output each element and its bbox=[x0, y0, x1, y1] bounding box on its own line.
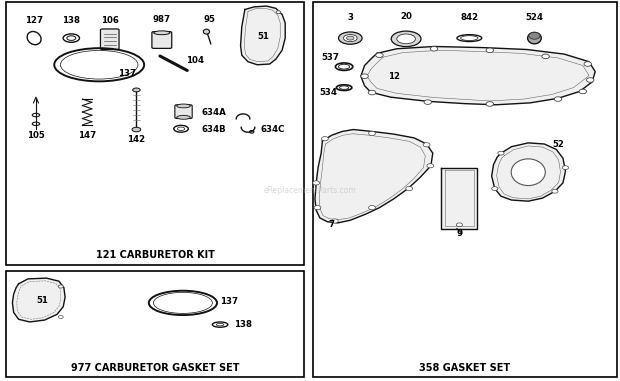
Text: 138: 138 bbox=[234, 320, 252, 329]
Polygon shape bbox=[241, 6, 285, 65]
Ellipse shape bbox=[339, 32, 362, 44]
Ellipse shape bbox=[177, 115, 190, 119]
Text: 20: 20 bbox=[400, 11, 412, 21]
Text: 634C: 634C bbox=[260, 125, 285, 134]
Ellipse shape bbox=[343, 35, 357, 42]
Ellipse shape bbox=[347, 36, 354, 40]
Ellipse shape bbox=[376, 53, 383, 58]
Text: 147: 147 bbox=[78, 131, 96, 140]
Ellipse shape bbox=[492, 187, 498, 190]
Ellipse shape bbox=[391, 31, 421, 46]
Polygon shape bbox=[361, 46, 595, 105]
Text: 524: 524 bbox=[525, 13, 544, 22]
Text: 137: 137 bbox=[220, 297, 239, 306]
Ellipse shape bbox=[456, 223, 463, 227]
FancyBboxPatch shape bbox=[100, 29, 119, 50]
Ellipse shape bbox=[486, 102, 494, 106]
FancyBboxPatch shape bbox=[152, 32, 172, 48]
Text: 634B: 634B bbox=[202, 125, 226, 134]
Ellipse shape bbox=[427, 164, 434, 168]
Ellipse shape bbox=[203, 29, 210, 34]
Ellipse shape bbox=[312, 181, 320, 185]
Text: 106: 106 bbox=[102, 16, 119, 25]
Text: 51: 51 bbox=[36, 296, 48, 306]
Text: 3: 3 bbox=[347, 13, 353, 22]
Polygon shape bbox=[12, 278, 65, 322]
Text: 138: 138 bbox=[62, 16, 81, 25]
Text: 104: 104 bbox=[186, 56, 205, 66]
Ellipse shape bbox=[587, 78, 594, 82]
Ellipse shape bbox=[579, 89, 587, 94]
Ellipse shape bbox=[542, 54, 549, 59]
Ellipse shape bbox=[552, 189, 558, 193]
Text: 51: 51 bbox=[257, 32, 269, 41]
Ellipse shape bbox=[368, 90, 376, 95]
Text: 977 CARBURETOR GASKET SET: 977 CARBURETOR GASKET SET bbox=[71, 363, 239, 373]
Ellipse shape bbox=[177, 104, 190, 108]
Ellipse shape bbox=[314, 206, 321, 210]
Ellipse shape bbox=[554, 97, 562, 101]
Text: 105: 105 bbox=[27, 131, 45, 140]
Text: 358 GASKET SET: 358 GASKET SET bbox=[420, 363, 510, 373]
Polygon shape bbox=[441, 168, 477, 229]
Ellipse shape bbox=[406, 187, 413, 190]
Text: 842: 842 bbox=[460, 13, 479, 22]
Text: 121 CARBURETOR KIT: 121 CARBURETOR KIT bbox=[95, 250, 215, 260]
Text: 534: 534 bbox=[319, 88, 338, 97]
Ellipse shape bbox=[361, 74, 368, 78]
Ellipse shape bbox=[58, 315, 63, 319]
Ellipse shape bbox=[528, 32, 541, 44]
Text: 987: 987 bbox=[153, 14, 171, 24]
Text: 137: 137 bbox=[118, 69, 136, 78]
Text: 52: 52 bbox=[552, 139, 564, 149]
Ellipse shape bbox=[331, 219, 339, 223]
Text: 12: 12 bbox=[388, 72, 400, 81]
Polygon shape bbox=[315, 130, 433, 223]
Ellipse shape bbox=[132, 127, 141, 132]
Text: 142: 142 bbox=[127, 135, 146, 144]
Ellipse shape bbox=[584, 62, 591, 66]
Ellipse shape bbox=[529, 32, 540, 39]
Ellipse shape bbox=[430, 46, 438, 51]
Ellipse shape bbox=[511, 159, 546, 186]
Bar bbox=[6, 2, 304, 265]
FancyBboxPatch shape bbox=[175, 105, 192, 118]
Bar bbox=[313, 2, 617, 377]
Text: 95: 95 bbox=[203, 15, 216, 24]
Ellipse shape bbox=[486, 48, 494, 53]
Ellipse shape bbox=[154, 31, 170, 35]
Text: 7: 7 bbox=[329, 220, 335, 229]
Ellipse shape bbox=[368, 131, 376, 135]
Text: 634A: 634A bbox=[202, 108, 226, 117]
Polygon shape bbox=[492, 143, 565, 201]
Text: 537: 537 bbox=[321, 53, 340, 62]
Ellipse shape bbox=[397, 34, 415, 44]
Ellipse shape bbox=[133, 88, 140, 92]
Text: 9: 9 bbox=[456, 229, 463, 238]
Ellipse shape bbox=[562, 166, 569, 170]
Ellipse shape bbox=[498, 151, 504, 155]
Ellipse shape bbox=[276, 11, 280, 14]
Ellipse shape bbox=[424, 100, 432, 104]
Ellipse shape bbox=[368, 206, 376, 210]
Bar bbox=[6, 271, 304, 377]
Text: eReplacementParts.com: eReplacementParts.com bbox=[264, 186, 356, 195]
Ellipse shape bbox=[423, 143, 430, 147]
Text: 127: 127 bbox=[25, 16, 43, 25]
Ellipse shape bbox=[58, 285, 63, 288]
Ellipse shape bbox=[321, 137, 329, 141]
